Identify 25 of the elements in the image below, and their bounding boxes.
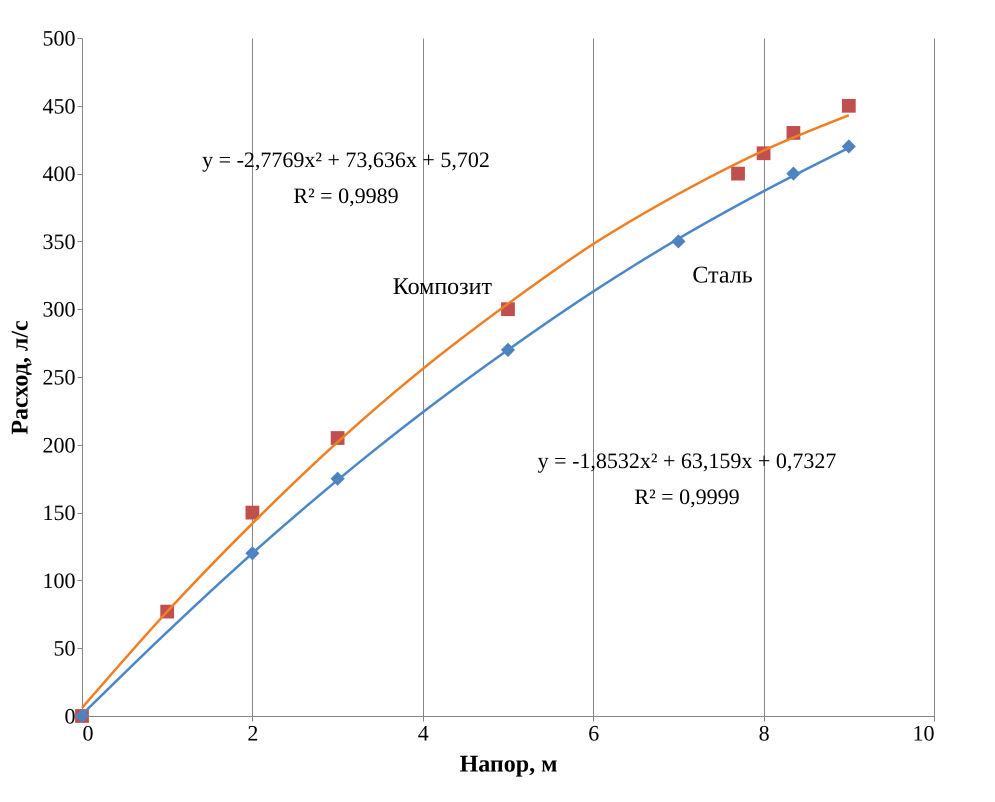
x-tick-label: 8 <box>758 720 770 746</box>
y-tick-label: 150 <box>42 500 76 526</box>
annotation: y = -1,8532x² + 63,159x + 0,7327 <box>538 448 836 473</box>
annotation: R² = 0,9999 <box>634 484 740 509</box>
y-tick-label: 500 <box>42 26 76 50</box>
y-axis-title: Расход, л/с <box>8 320 34 435</box>
x-tick-label: 4 <box>418 720 429 746</box>
x-axis-title: Напор, м <box>460 752 558 778</box>
annotation: R² = 0,9989 <box>293 183 399 208</box>
y-tick-label: 200 <box>42 432 76 458</box>
x-tick-label: 6 <box>588 720 600 746</box>
y-tick-label: 300 <box>42 296 76 322</box>
y-tick-label: 100 <box>42 568 76 593</box>
series-label: Композит <box>392 274 493 300</box>
x-tick-label: 2 <box>247 720 258 746</box>
x-tick-label: 10 <box>912 720 934 746</box>
x-tick-label: 0 <box>82 720 94 746</box>
y-tick-label: 0 <box>64 704 76 728</box>
y-tick-label: 350 <box>42 228 76 254</box>
y-tick-label: 50 <box>54 636 76 661</box>
y-tick-label: 250 <box>42 364 76 390</box>
y-tick-label: 400 <box>42 161 76 186</box>
annotation: y = -2,7769x² + 73,636x + 5,702 <box>202 147 490 172</box>
y-tick-label: 450 <box>42 93 76 118</box>
series-label: Сталь <box>692 262 753 288</box>
